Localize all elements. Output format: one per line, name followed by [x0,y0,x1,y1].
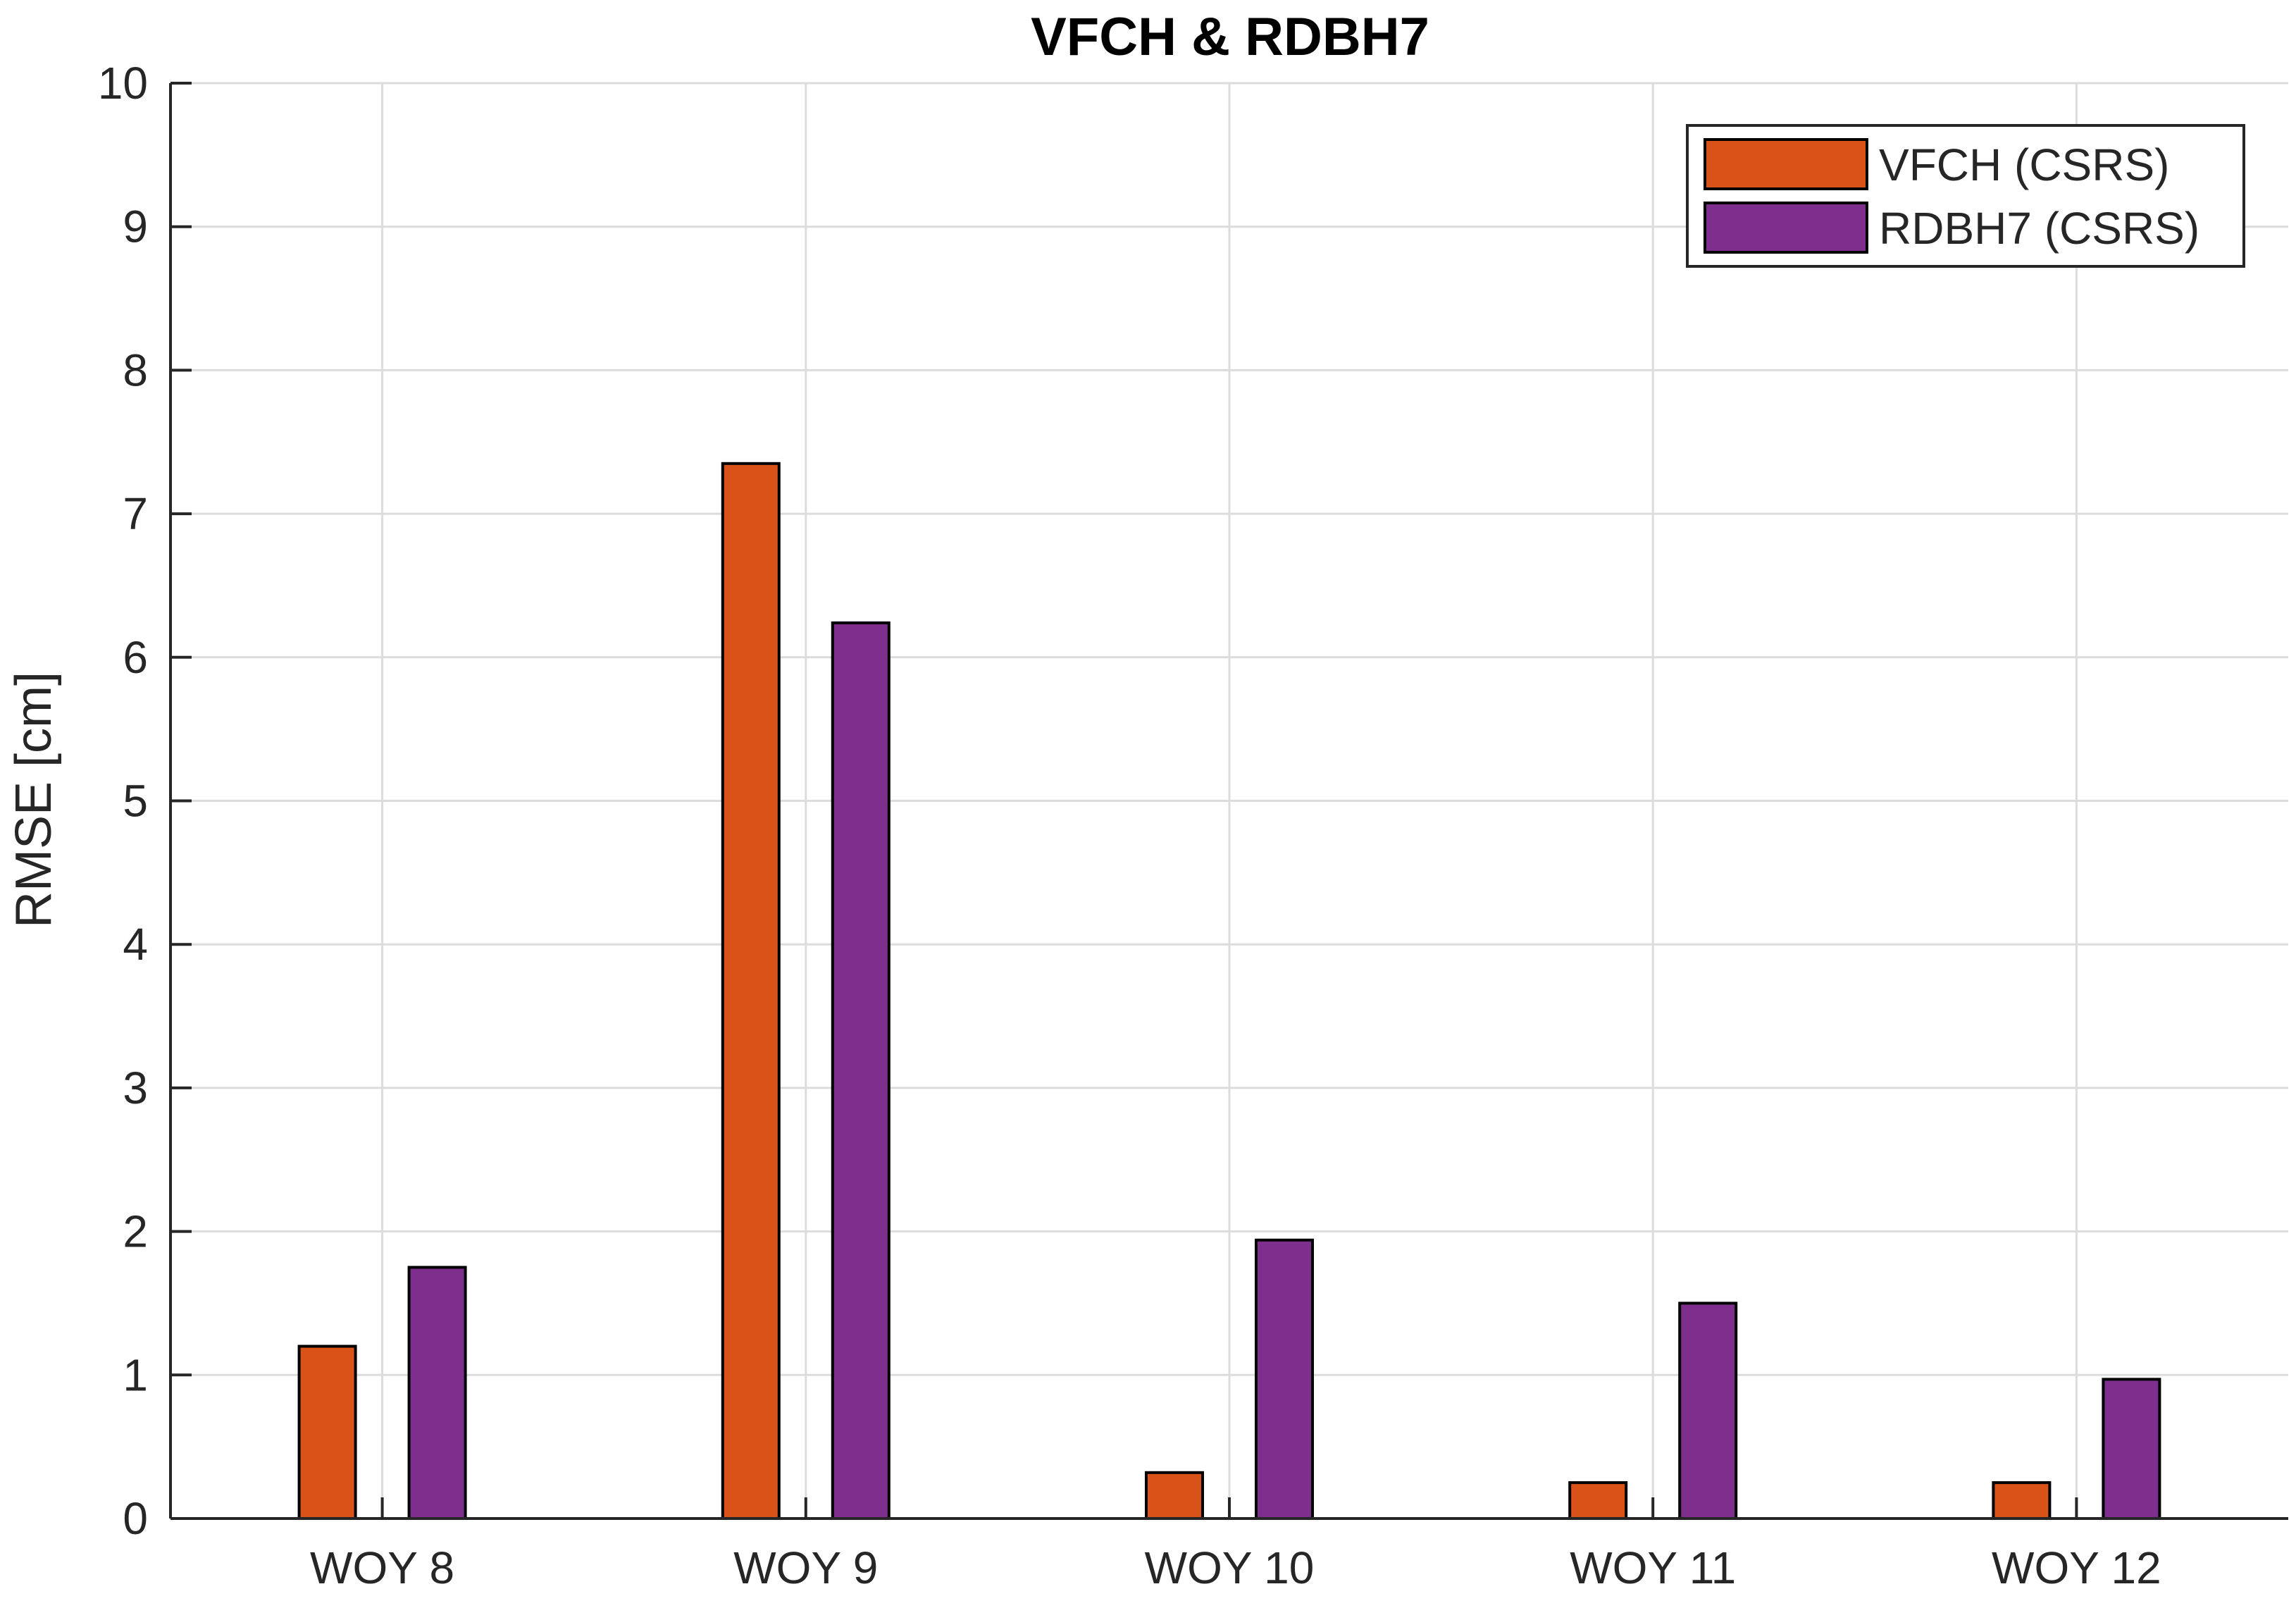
y-tick-label: 1 [123,1349,148,1400]
bar-rdbh7-woy-11 [1678,1301,1738,1520]
bars [297,462,2161,1521]
y-tick-label: 8 [123,345,148,395]
bar-rdbh7-woy-10 [1255,1238,1314,1521]
grid [170,82,2288,1519]
y-tick-label: 0 [123,1493,148,1544]
bar-vfch-woy-12 [1992,1481,2052,1520]
bar-vfch-woy-8 [297,1344,357,1521]
y-tick-label: 2 [123,1206,148,1257]
bar-vfch-woy-11 [1568,1481,1628,1520]
x-tick-label: WOY 8 [310,1542,454,1593]
legend-label: VFCH (CSRS) [1879,140,2169,190]
y-tick-label: 9 [123,202,148,252]
legend-swatch [1704,202,1868,254]
x-tick-label: WOY 12 [1992,1542,2161,1593]
legend-label: RDBH7 (CSRS) [1879,203,2199,254]
y-tick-label: 3 [123,1063,148,1113]
y-tick-label: 5 [123,776,148,827]
y-tick-label: 7 [123,488,148,539]
x-tick-label: WOY 9 [733,1542,878,1593]
bar-vfch-woy-10 [1145,1471,1204,1520]
bar-rdbh7-woy-9 [831,621,891,1520]
y-tick-label: 4 [123,919,148,970]
bar-rdbh7-woy-12 [2102,1378,2161,1521]
chart-title: VFCH & RDBH7 [1031,7,1429,67]
bar-rdbh7-woy-8 [407,1266,467,1521]
x-tick-label: WOY 11 [1570,1542,1736,1593]
axes: 0 1 2 3 4 5 6 7 8 9 10 WOY 8 WOY 9 WOY 10 WOY 11 WOY 12 [98,58,2288,1593]
legend-swatch [1704,138,1868,190]
y-tick-label: 6 [123,632,148,683]
y-tick-label: 10 [98,58,148,109]
legend: VFCH (CSRS) RDBH7 (CSRS) [1686,124,2245,268]
x-tick-label: WOY 10 [1145,1542,1315,1593]
bar-vfch-woy-9 [721,462,781,1520]
y-axis-title: RMSE [cm] [6,672,62,928]
